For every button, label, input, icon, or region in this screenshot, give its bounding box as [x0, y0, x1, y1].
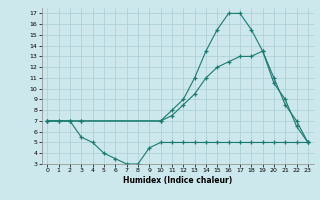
X-axis label: Humidex (Indice chaleur): Humidex (Indice chaleur) — [123, 176, 232, 185]
